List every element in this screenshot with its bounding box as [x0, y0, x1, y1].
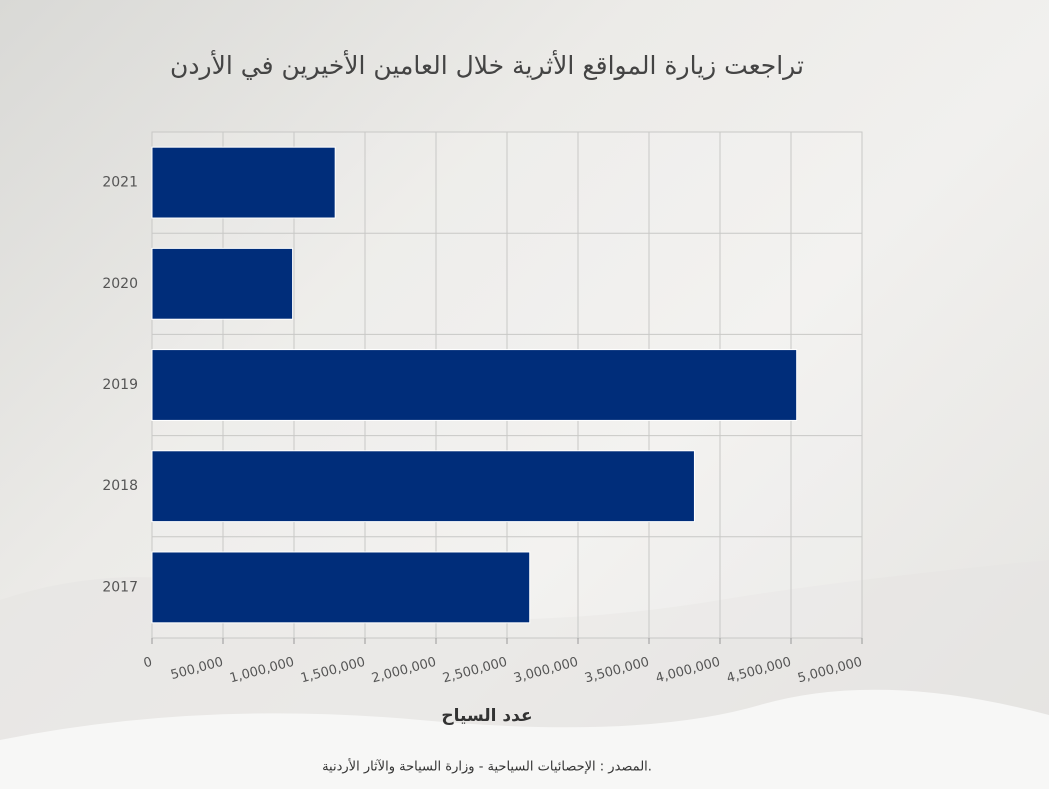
y-tick-label: 2018 [102, 478, 138, 494]
chart-title: تراجعت زيارة المواقع الأثرية خلال العامي… [170, 49, 804, 81]
source-note: المصدر : الإحصائيات السياحية - وزارة الس… [322, 758, 652, 775]
bar [151, 450, 695, 523]
bar [151, 349, 798, 421]
y-tick-label: 2019 [102, 377, 138, 393]
x-tick-label: 0 [142, 655, 154, 672]
torn-paper [0, 689, 1049, 789]
y-tick-label: 2021 [102, 175, 138, 191]
bar [151, 146, 336, 219]
y-tick-label: 2017 [102, 579, 138, 595]
x-axis-label: عدد السياح [441, 706, 532, 726]
y-tick-label: 2020 [102, 276, 138, 292]
bar [151, 247, 294, 320]
bar [151, 551, 531, 624]
